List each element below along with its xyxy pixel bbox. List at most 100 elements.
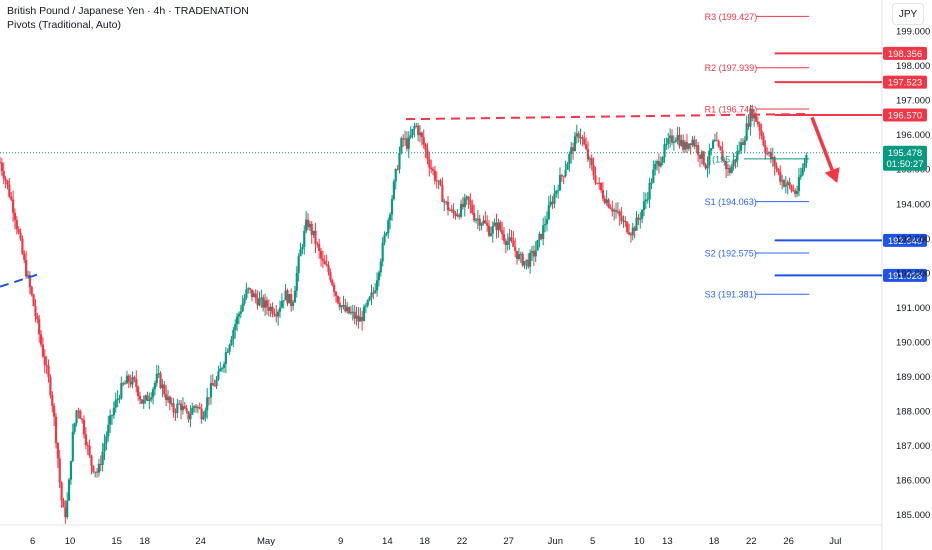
candle-body — [224, 352, 227, 365]
candle-body — [299, 249, 302, 257]
candle-body — [463, 198, 466, 208]
candle-body — [700, 151, 703, 159]
candle-body — [607, 199, 610, 208]
candle-body — [305, 219, 308, 231]
candle-body — [611, 208, 614, 212]
candle-body — [88, 445, 91, 456]
candle-body — [86, 445, 89, 447]
candle-body — [515, 250, 519, 260]
candle-body — [321, 258, 325, 261]
candle-body — [206, 397, 209, 411]
x-tick-label-13: 10 — [634, 536, 645, 547]
candle-body — [682, 140, 685, 150]
candle-body — [603, 198, 606, 204]
level-badge-label-0: 198.356 — [888, 49, 922, 60]
candle-body — [510, 237, 513, 241]
candle-body — [403, 138, 407, 140]
candle-body — [400, 138, 403, 153]
candle-body — [97, 463, 101, 473]
candle-body — [99, 463, 102, 465]
candle-body — [443, 201, 446, 203]
candle-body — [10, 196, 13, 200]
candle-body — [525, 259, 528, 262]
candle-body — [368, 297, 371, 301]
y-tick-label-6: 191.000 — [896, 303, 930, 314]
candle-body — [562, 176, 565, 178]
candle-body — [398, 152, 401, 170]
candle-body — [521, 253, 524, 266]
candle-body — [702, 151, 705, 165]
candle-body — [359, 317, 362, 322]
indicator-legend[interactable]: Pivots (Traditional, Auto) — [7, 19, 121, 31]
candle-body — [375, 280, 379, 291]
candle-body — [730, 166, 733, 173]
candle-body — [267, 307, 270, 311]
y-tick-label-12: 197.000 — [896, 96, 930, 107]
candle-body — [551, 201, 554, 204]
candle-body — [454, 213, 457, 217]
dashed-support-line — [0, 273, 38, 288]
candle-body — [247, 288, 250, 290]
candle-body — [25, 259, 28, 277]
candle-body — [239, 311, 242, 314]
dashed-resistance-line — [405, 112, 808, 121]
candle-body — [585, 144, 588, 150]
candle-body — [674, 140, 677, 143]
candle-body — [756, 121, 759, 125]
candle-body — [338, 302, 341, 308]
candle-body — [480, 223, 483, 226]
candle-body — [241, 303, 244, 312]
candle-body — [532, 251, 535, 257]
candle-body — [60, 482, 63, 501]
candle-body — [174, 412, 177, 414]
candle-body — [13, 212, 17, 221]
candle-body — [529, 252, 532, 267]
currency-button[interactable]: JPY — [892, 3, 924, 25]
candle-body — [415, 125, 418, 127]
symbol-title[interactable]: British Pound / Japanese Yen · 4h · TRAD… — [7, 5, 249, 17]
candle-body — [527, 259, 530, 267]
candle-body — [101, 451, 104, 465]
candle-body — [178, 403, 181, 405]
candle-body — [112, 407, 115, 416]
candle-body — [297, 256, 300, 273]
x-tick-label-11: Jun — [548, 536, 563, 547]
candle-body — [183, 406, 186, 409]
candle-body — [741, 142, 745, 145]
candle-body — [790, 185, 793, 191]
candle-body — [364, 305, 367, 307]
candle-body — [753, 113, 756, 119]
candle-body — [249, 288, 252, 290]
candle-body — [697, 145, 700, 155]
candle-body — [725, 160, 728, 170]
candle-body — [275, 314, 278, 317]
candle-body — [90, 455, 93, 466]
candle-body — [361, 317, 364, 321]
candle-body — [445, 201, 448, 203]
candle-body — [620, 216, 623, 222]
candle-body — [596, 182, 599, 184]
level-badge-label-4: 191.928 — [888, 271, 922, 282]
candle-body — [489, 233, 493, 236]
candle-body — [599, 182, 603, 191]
candle-body — [146, 395, 149, 401]
candle-body — [801, 168, 804, 176]
candle-body — [202, 417, 205, 420]
candle-body — [639, 218, 642, 220]
candle-body — [95, 471, 99, 473]
x-tick-label-3: 18 — [139, 536, 150, 547]
candle-body — [232, 330, 235, 340]
candle-body — [530, 251, 534, 253]
candle-body — [715, 140, 718, 142]
candle-body — [47, 365, 50, 378]
level-badge-1 — [883, 75, 927, 89]
candle-body — [540, 233, 543, 239]
candle-body — [736, 151, 739, 161]
candle-body — [413, 125, 416, 130]
candle-body — [110, 415, 114, 417]
candle-body — [346, 307, 349, 312]
forecast-arrow-head — [824, 167, 840, 184]
candle-body — [94, 471, 97, 473]
